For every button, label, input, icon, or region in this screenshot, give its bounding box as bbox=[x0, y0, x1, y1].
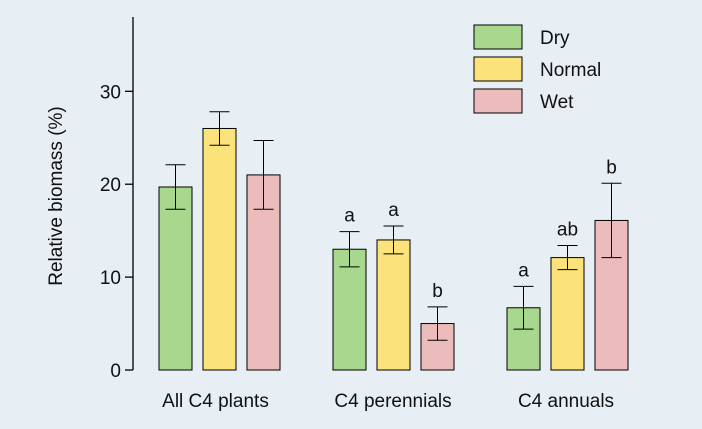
legend: Dry Normal Wet bbox=[473, 24, 601, 114]
legend-swatch bbox=[473, 24, 523, 50]
y-axis-label: Relative biomass (%) bbox=[46, 106, 67, 286]
x-axis-tick-labels: All C4 plants C4 perennials C4 annuals bbox=[162, 391, 614, 412]
legend-label: Dry bbox=[540, 28, 570, 49]
bar bbox=[202, 127, 237, 371]
x-tick-label: All C4 plants bbox=[162, 391, 269, 412]
y-axis-ticks: 0 10 20 30 bbox=[100, 82, 133, 382]
legend-label: Normal bbox=[540, 60, 601, 81]
legend-label: Wet bbox=[540, 92, 574, 113]
y-tick-label: 20 bbox=[100, 175, 121, 196]
significance-label: b bbox=[432, 281, 443, 302]
bar bbox=[550, 257, 585, 371]
bar bbox=[158, 186, 193, 371]
axes: 0 10 20 30 Relative biomass (%) bbox=[46, 17, 134, 382]
legend-swatch bbox=[473, 88, 523, 114]
legend-swatch bbox=[473, 56, 523, 82]
significance-label: b bbox=[606, 157, 617, 178]
bar bbox=[376, 239, 411, 371]
x-tick-label: C4 annuals bbox=[518, 391, 614, 412]
bar bbox=[332, 248, 367, 371]
significance-label: a bbox=[518, 260, 529, 281]
y-tick-label: 10 bbox=[100, 268, 121, 289]
significance-label: a bbox=[388, 200, 399, 221]
y-tick-label: 30 bbox=[100, 82, 121, 103]
significance-label: ab bbox=[557, 220, 578, 241]
x-tick-label: C4 perennials bbox=[334, 391, 451, 412]
y-tick-label: 0 bbox=[110, 361, 121, 382]
significance-label: a bbox=[344, 206, 355, 227]
